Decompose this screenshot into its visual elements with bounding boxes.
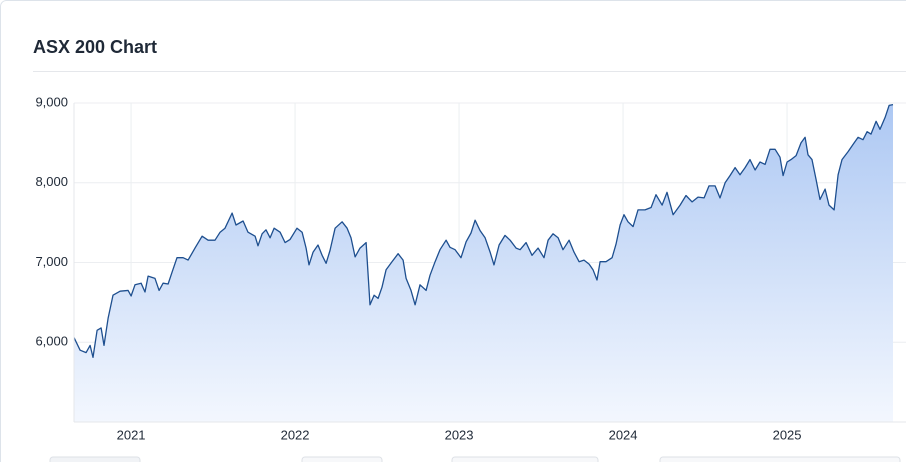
y-tick-label: 6,000 [35,334,68,349]
y-tick-label: 7,000 [35,254,68,269]
y-tick-label: 9,000 [35,94,68,109]
line [73,103,894,359]
x-tick-label: 2024 [609,427,638,442]
x-tick-label: 2023 [445,427,474,442]
range-button[interactable] [659,456,901,462]
plot-area: 6,000 7,000 8,000 9,000 2021 2022 2023 2024 2025 [35,94,906,442]
range-button[interactable] [49,456,141,462]
y-tick-label: 8,000 [35,174,68,189]
x-tick-label: 2022 [281,427,310,442]
x-tick-label: 2025 [773,427,802,442]
x-tick-label: 2021 [117,427,146,442]
range-button[interactable] [301,456,383,462]
chart-title: ASX 200 Chart [33,37,157,57]
range-button[interactable] [451,456,599,462]
area [74,104,893,422]
